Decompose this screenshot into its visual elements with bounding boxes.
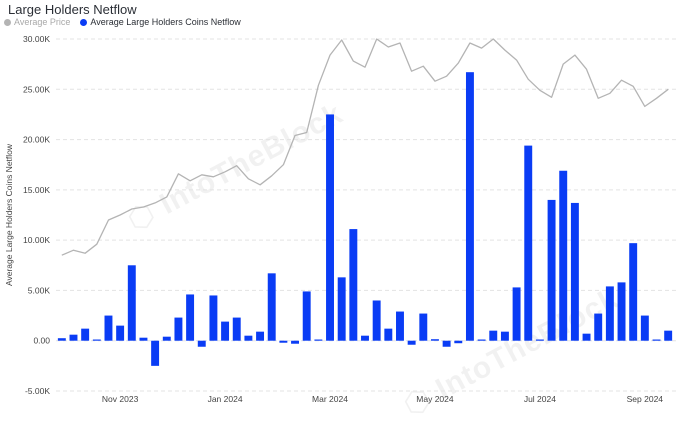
netflow-bar	[500, 331, 509, 341]
netflow-bar	[279, 340, 288, 343]
legend-item-netflow[interactable]: Average Large Holders Coins Netflow	[80, 17, 241, 27]
netflow-bar	[221, 321, 230, 341]
netflow-bar	[535, 339, 544, 341]
netflow-bar	[267, 273, 276, 341]
y-tick-label: -5.00K	[25, 386, 50, 396]
netflow-bar	[664, 330, 673, 341]
netflow-bar	[162, 336, 171, 341]
netflow-bar	[81, 328, 90, 341]
y-tick-label: 30.00K	[23, 34, 50, 44]
netflow-bar	[465, 72, 474, 341]
x-tick-label: Jul 2024	[524, 394, 556, 404]
x-tick-label: Sep 2024	[627, 394, 664, 404]
netflow-bar	[477, 339, 486, 341]
y-axis-title: Average Large Holders Coins Netflow	[4, 143, 14, 286]
legend-netflow-dot-icon	[80, 18, 88, 26]
legend-price-label: Average Price	[14, 17, 71, 27]
netflow-bar	[547, 199, 556, 341]
y-tick-label: 20.00K	[23, 135, 50, 145]
netflow-bar	[139, 337, 148, 341]
legend-netflow-label: Average Large Holders Coins Netflow	[90, 17, 241, 27]
netflow-bar	[174, 317, 183, 341]
netflow-bar	[232, 317, 241, 341]
netflow-bar	[430, 339, 439, 341]
netflow-bar	[197, 340, 206, 347]
y-tick-label: 0.00	[33, 336, 50, 346]
y-tick-label: 25.00K	[23, 84, 50, 94]
netflow-bar	[244, 335, 253, 341]
netflow-bar	[116, 325, 125, 341]
netflow-bar	[209, 295, 218, 341]
netflow-bar	[512, 287, 521, 341]
netflow-bar	[652, 339, 661, 341]
x-tick-label: May 2024	[416, 394, 454, 404]
netflow-bar	[640, 315, 649, 341]
netflow-bar	[186, 294, 195, 341]
netflow-bar	[104, 315, 113, 341]
netflow-bar	[92, 339, 101, 341]
netflow-bar	[69, 334, 78, 341]
netflow-bar	[57, 338, 66, 341]
x-tick-label: Jan 2024	[208, 394, 243, 404]
netflow-bar	[396, 311, 404, 341]
netflow-bar	[151, 340, 160, 366]
netflow-bar	[582, 333, 591, 341]
netflow-bar	[629, 243, 638, 341]
netflow-bar	[127, 265, 136, 341]
netflow-bar	[617, 282, 626, 341]
netflow-bar	[524, 145, 533, 341]
chart-title: Large Holders Netflow	[8, 2, 137, 17]
netflow-bar	[384, 328, 393, 341]
legend-item-average-price[interactable]: Average Price	[4, 17, 70, 27]
netflow-bar	[361, 335, 369, 341]
netflow-bar	[372, 300, 381, 341]
netflow-bar	[605, 286, 614, 341]
netflow-bar	[419, 313, 428, 341]
netflow-bar	[302, 291, 311, 341]
y-tick-label: 15.00K	[23, 185, 50, 195]
netflow-bar	[407, 340, 416, 345]
netflow-bar	[454, 340, 463, 344]
legend-price-dot-icon	[4, 18, 11, 26]
netflow-bar	[314, 339, 323, 341]
netflow-bar	[326, 114, 334, 341]
netflow-chart: -5.00K 0.00 5.00K 10.00K 15.00K 20.00K 25.00K 3…	[4, 34, 678, 404]
netflow-bar	[594, 313, 603, 341]
netflow-bar	[291, 340, 300, 344]
netflow-bar	[442, 340, 451, 347]
x-tick-label: Mar 2024	[312, 394, 348, 404]
chart-legend: Average Price Average Large Holders Coin…	[4, 17, 241, 27]
netflow-bar	[337, 277, 346, 341]
netflow-bar	[489, 330, 498, 341]
netflow-bar	[570, 202, 579, 341]
y-tick-label: 5.00K	[28, 285, 51, 295]
netflow-bar	[349, 229, 358, 341]
y-tick-label: 10.00K	[23, 235, 50, 245]
netflow-bar	[559, 170, 568, 341]
netflow-bar	[256, 331, 265, 341]
price-line	[61, 38, 669, 256]
x-tick-label: Nov 2023	[102, 394, 139, 404]
